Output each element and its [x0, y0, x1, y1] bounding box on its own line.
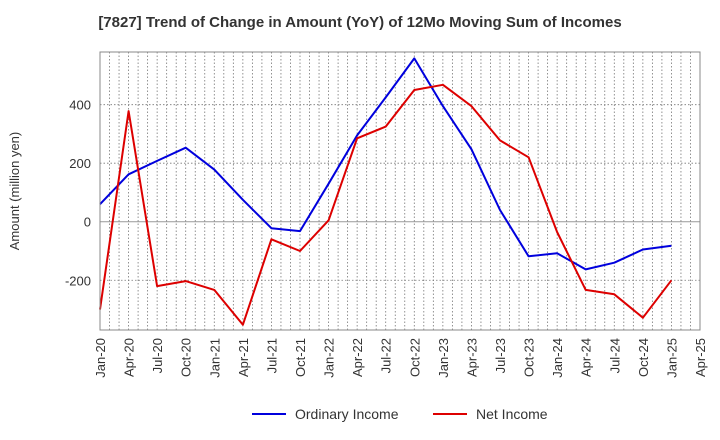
x-tick-label: Jul-20 — [150, 338, 165, 373]
legend-label: Net Income — [476, 406, 548, 422]
series-line-ordinary-income — [99, 57, 672, 271]
x-tick-label: Jan-23 — [436, 338, 451, 378]
x-tick-label: Apr-23 — [464, 338, 479, 377]
x-tick-label: Jul-22 — [379, 338, 394, 373]
x-tick-label: Apr-20 — [122, 338, 137, 377]
y-axis-title: Amount (million yen) — [7, 132, 22, 251]
series-layer — [99, 57, 673, 326]
x-tick-label: Apr-25 — [693, 338, 708, 377]
x-tick-label: Jul-24 — [607, 338, 622, 373]
x-tick-labels: Jan-20 Apr-20 Jul-20 Oct-20 Jan-21 Apr-21 Jul-… — [93, 338, 708, 378]
y-tick-label: 200 — [69, 156, 91, 171]
legend-label: Ordinary Income — [295, 406, 399, 422]
x-tick-label: Jul-21 — [264, 338, 279, 373]
grid-layer — [100, 52, 700, 330]
chart-title: [7827] Trend of Change in Amount (YoY) o… — [98, 14, 622, 31]
x-tick-label: Jul-23 — [493, 338, 508, 373]
x-tick-label: Jan-22 — [322, 338, 337, 378]
x-tick-label: Apr-21 — [236, 338, 251, 377]
series-line-net-income — [99, 83, 673, 326]
x-tick-label: Jan-20 — [93, 338, 108, 378]
legend: Ordinary Income Net Income — [252, 406, 548, 422]
y-tick-label: 400 — [69, 98, 91, 113]
x-tick-label: Oct-20 — [179, 338, 194, 377]
x-tick-label: Jan-21 — [207, 338, 222, 378]
x-tick-label: Oct-24 — [636, 338, 651, 377]
x-tick-label: Apr-22 — [350, 338, 365, 377]
x-tick-label: Oct-23 — [522, 338, 537, 377]
plot-frame — [99, 51, 701, 331]
x-tick-label: Apr-24 — [579, 338, 594, 377]
x-tick-label: Oct-22 — [407, 338, 422, 377]
y-tick-labels: 400 200 0 -200 — [65, 98, 91, 289]
x-tick-label: Jan-24 — [550, 338, 565, 378]
x-tick-label: Jan-25 — [664, 338, 679, 378]
x-tick-label: Oct-21 — [293, 338, 308, 377]
y-tick-label: 0 — [84, 215, 91, 230]
y-tick-label: -200 — [65, 273, 91, 288]
